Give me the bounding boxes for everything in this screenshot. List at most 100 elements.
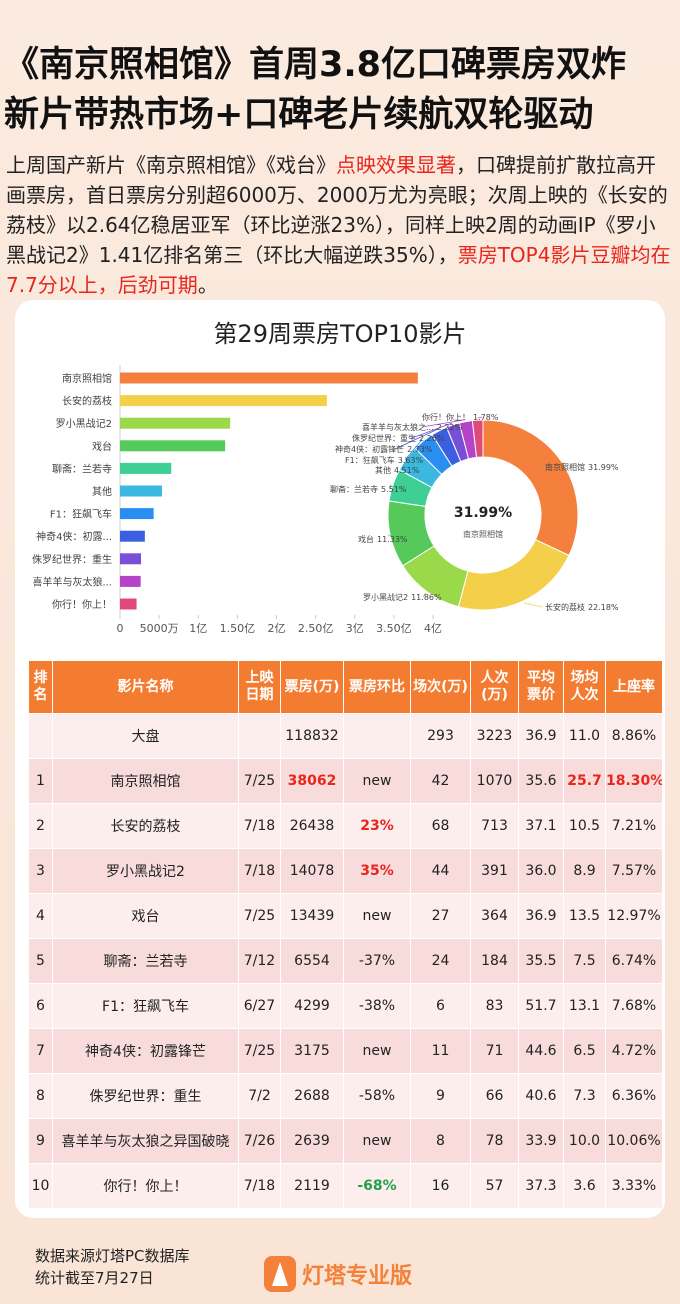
table-row: 10 你行！你上！ 7/18 2119 -68% 16 57 37.3 3.6 3.33% bbox=[28, 1163, 663, 1209]
table-row: 4 戏台 7/25 13439 new 27 364 36.9 13.5 12.97% bbox=[28, 893, 663, 939]
label-value: 3.63% bbox=[398, 456, 424, 465]
table-cell: 3.33% bbox=[605, 1163, 663, 1209]
y-tick-label: 南京照相馆 bbox=[62, 372, 112, 385]
table-cell: 3.6 bbox=[563, 1163, 606, 1209]
table-cell: 24 bbox=[410, 938, 471, 984]
table-cell: 3223 bbox=[470, 713, 519, 759]
table-cell: 36.9 bbox=[518, 713, 564, 759]
bar bbox=[120, 417, 231, 429]
table-cell: 2639 bbox=[280, 1118, 344, 1164]
donut-label: 戏台 11.33% bbox=[358, 534, 408, 544]
table-cell: 7 bbox=[28, 1028, 53, 1074]
header-cell: 票房(万) bbox=[280, 660, 344, 714]
table-cell: -38% bbox=[343, 983, 411, 1029]
donut-label: 你行！你上！ 1.78% bbox=[422, 412, 499, 422]
table-cell: 长安的荔枝 bbox=[52, 803, 239, 849]
donut-label: F1：狂飙飞车 3.63% bbox=[345, 455, 424, 465]
bar bbox=[120, 508, 154, 520]
footnote: 统计截至7月27日 bbox=[35, 1269, 154, 1287]
table-cell: 7/12 bbox=[238, 938, 281, 984]
label-name: 罗小黑战记2 bbox=[363, 592, 408, 602]
x-tick-label: 1亿 bbox=[189, 622, 207, 635]
table-cell: 27 bbox=[410, 893, 471, 939]
table-cell: 罗小黑战记2 bbox=[52, 848, 239, 894]
table-cell: 2 bbox=[28, 803, 53, 849]
table-cell: 9 bbox=[410, 1073, 471, 1119]
chart: 第29周票房TOP10影片 0 5000万 1亿 1.50亿 2亿 2.50亿 3亿 3.50亿… bbox=[32, 320, 619, 635]
table-cell: 戏台 bbox=[52, 893, 239, 939]
table-cell: 6.5 bbox=[563, 1028, 606, 1074]
table-cell: 25.7 bbox=[563, 758, 606, 804]
table-cell: -37% bbox=[343, 938, 411, 984]
title: 《南京照相馆》首周3.8亿口碑票房双炸 bbox=[4, 45, 627, 85]
label-value: 11.86% bbox=[411, 593, 442, 602]
table-cell: 7/18 bbox=[238, 848, 281, 894]
table-row: 大盘 118832 293 3223 36.9 11.0 8.86% bbox=[28, 713, 663, 759]
table-cell: 118832 bbox=[280, 713, 344, 759]
chart-title: 第29周票房TOP10影片 bbox=[213, 320, 466, 348]
table-cell: 7/2 bbox=[238, 1073, 281, 1119]
y-tick-label: 神奇4侠：初露... bbox=[36, 530, 112, 543]
bar bbox=[120, 485, 162, 497]
table-cell: 68 bbox=[410, 803, 471, 849]
table-cell: 391 bbox=[470, 848, 519, 894]
donut-label: 喜羊羊与灰太狼之... 2.22% bbox=[362, 422, 462, 432]
table-cell: 6 bbox=[28, 983, 53, 1029]
table-cell: 9 bbox=[28, 1118, 53, 1164]
table-cell: 36.0 bbox=[518, 848, 564, 894]
header-cell: 上座率 bbox=[605, 660, 663, 714]
leader-line bbox=[411, 422, 453, 439]
table-cell: new bbox=[343, 1118, 411, 1164]
table-cell: 喜羊羊与灰太狼之异国破晓 bbox=[52, 1118, 239, 1164]
table-cell: 26438 bbox=[280, 803, 344, 849]
intro-text: ，口碑提前扩散拉高开画票房，首日票房分别超6000万、2000万尤为亮眼；次周上… bbox=[6, 153, 668, 267]
label-value: 2.73% bbox=[407, 445, 433, 454]
bar bbox=[120, 395, 327, 407]
table-row: 5 聊斋：兰若寺 7/12 6554 -37% 24 184 35.5 7.5 6.74% bbox=[28, 938, 663, 984]
leader-line bbox=[404, 439, 423, 461]
table-cell: 7.57% bbox=[605, 848, 663, 894]
table-cell: 7/26 bbox=[238, 1118, 281, 1164]
y-tick-label: 你行！你上！ bbox=[52, 598, 112, 611]
table-cell: 7/25 bbox=[238, 1028, 281, 1074]
center-value: 31.99% bbox=[454, 505, 512, 521]
bar bbox=[120, 530, 145, 542]
table-cell: 713 bbox=[470, 803, 519, 849]
table-cell: F1：狂飙飞车 bbox=[52, 983, 239, 1029]
table-cell: 14078 bbox=[280, 848, 344, 894]
label-value: 2.26% bbox=[419, 434, 445, 443]
label-name: 神奇4侠：初露锋芒 bbox=[335, 444, 404, 454]
table-cell: 44 bbox=[410, 848, 471, 894]
footnote: 数据来源灯塔PC数据库 bbox=[35, 1247, 190, 1265]
table-cell: 7.68% bbox=[605, 983, 663, 1029]
intro-text: 票房TOP4影片豆瓣均在7.7分以上，后劲可期 bbox=[6, 243, 671, 297]
table-cell: 7/25 bbox=[238, 758, 281, 804]
table-cell: 6/27 bbox=[238, 983, 281, 1029]
label-name: 你行！你上！ bbox=[422, 412, 470, 422]
table-cell: 10.0 bbox=[563, 1118, 606, 1164]
table-cell: 6554 bbox=[280, 938, 344, 984]
table-cell: 6 bbox=[410, 983, 471, 1029]
table-cell: 5 bbox=[28, 938, 53, 984]
label-name: 喜羊羊与灰太狼之... bbox=[362, 422, 434, 432]
table-cell: 7/18 bbox=[238, 1163, 281, 1209]
table-row: 3 罗小黑战记2 7/18 14078 35% 44 391 36.0 8.9 7.57% bbox=[28, 848, 663, 894]
table-cell: -58% bbox=[343, 1073, 411, 1119]
table-cell: 35.5 bbox=[518, 938, 564, 984]
bar bbox=[120, 575, 141, 587]
center-label: 南京照相馆 bbox=[463, 529, 503, 539]
table-cell: 7.21% bbox=[605, 803, 663, 849]
table-cell: 35.6 bbox=[518, 758, 564, 804]
table-cell: 8.9 bbox=[563, 848, 606, 894]
y-tick-label: 罗小黑战记2 bbox=[56, 418, 112, 430]
table-cell: 13439 bbox=[280, 893, 344, 939]
table-cell: new bbox=[343, 1028, 411, 1074]
table-cell: 大盘 bbox=[52, 713, 239, 759]
label-value: 11.33% bbox=[377, 535, 408, 544]
table-cell: 3175 bbox=[280, 1028, 344, 1074]
header-cell: 场均人次 bbox=[563, 660, 606, 714]
y-tick-label: 其他 bbox=[92, 485, 112, 498]
leader-line bbox=[421, 419, 466, 428]
donut-label: 其他 4.51% bbox=[375, 465, 420, 475]
x-tick-label: 4亿 bbox=[424, 622, 442, 635]
